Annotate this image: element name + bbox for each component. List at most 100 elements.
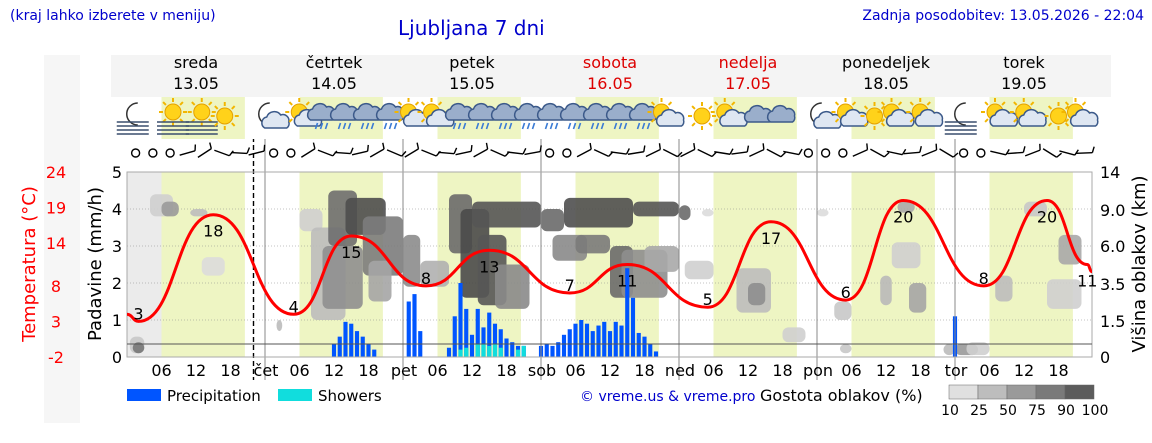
temperature-tick: 8 xyxy=(51,277,61,296)
wind-barb-icon xyxy=(610,148,630,155)
x-hour-tick: 12 xyxy=(1014,361,1034,380)
calm-circle-icon xyxy=(268,148,279,158)
x-day-abbr: tor xyxy=(945,361,968,380)
day-date-5: 18.05 xyxy=(863,74,909,93)
wind-barb-icon xyxy=(351,144,369,156)
x-hour-tick: 18 xyxy=(634,361,654,380)
precip-bar xyxy=(510,342,515,357)
cloud-patch xyxy=(817,209,829,217)
cloud-legend-level: 50 xyxy=(999,403,1017,419)
wind-barb-icon xyxy=(697,148,717,158)
temperature-label: 20 xyxy=(1037,207,1057,226)
x-day-abbr: čet xyxy=(254,361,279,380)
day-name-2: petek xyxy=(449,53,495,72)
wind-barb-icon xyxy=(852,143,869,157)
cloud-patch xyxy=(782,327,806,343)
x-hour-tick: 18 xyxy=(496,361,516,380)
precip-bar xyxy=(653,351,659,357)
temperature-tick: 3 xyxy=(51,312,61,331)
wind-barb-icon xyxy=(990,149,1010,156)
wind-barb-icon xyxy=(386,149,407,157)
calm-circle-icon xyxy=(820,148,831,158)
day-date-1: 14.05 xyxy=(311,74,357,93)
shower-bar xyxy=(481,344,486,357)
wind-barb-icon xyxy=(524,145,542,156)
wind-barb-icon xyxy=(662,148,683,158)
x-hour-tick: 06 xyxy=(979,361,999,380)
cloud-legend-swatch xyxy=(948,384,979,400)
sun-cloud-icon xyxy=(877,98,915,127)
wind-barb-icon xyxy=(317,149,338,157)
precip-bar xyxy=(452,316,457,357)
day-header-band xyxy=(111,55,1111,97)
day-name-3: sobota xyxy=(583,53,637,72)
cloud-patch xyxy=(575,234,610,254)
shower-bar xyxy=(458,349,463,357)
wind-barb-icon xyxy=(921,143,938,157)
x-hour-tick: 18 xyxy=(910,361,930,380)
precip-bar xyxy=(625,268,630,357)
temperature-tick: 24 xyxy=(46,163,66,182)
precip-bar xyxy=(469,334,475,357)
cloud-patch xyxy=(362,216,403,276)
wind-barb-icon xyxy=(1042,148,1062,158)
cloud-patch xyxy=(132,342,145,354)
wind-barb-icon xyxy=(749,143,765,158)
temperature-label: 13 xyxy=(479,257,499,276)
temperature-label: 6 xyxy=(841,283,851,302)
cloud-legend-level: 90 xyxy=(1057,403,1075,419)
precip-bar xyxy=(561,334,567,357)
wind-barb-icon xyxy=(783,148,803,156)
cloud-patch xyxy=(834,301,852,320)
calm-circle-icon xyxy=(165,148,175,158)
cloud-patch xyxy=(644,246,679,272)
sun-cloud-icon xyxy=(981,98,1019,127)
calm-circle-icon xyxy=(976,148,986,158)
calm-circle-icon xyxy=(286,148,296,158)
cloud-patch xyxy=(702,209,714,217)
precip-bar xyxy=(492,323,498,357)
day-name-5: ponedeljek xyxy=(842,53,931,72)
precip-bar xyxy=(550,345,555,357)
wind-barb-icon xyxy=(369,142,385,158)
cloud-legend-level: 75 xyxy=(1028,403,1046,419)
wind-barb-icon xyxy=(1076,146,1095,154)
wind-barb-icon xyxy=(1007,146,1026,155)
precip-bar xyxy=(567,329,572,357)
precip-tick: 0 xyxy=(112,348,122,367)
wind-barb-icon xyxy=(680,143,696,158)
daylight-band xyxy=(713,172,797,357)
wind-barb-icon xyxy=(490,149,510,157)
precip-bar xyxy=(648,344,653,357)
x-day-abbr: sob xyxy=(528,361,556,380)
temperature-label: 5 xyxy=(703,290,713,309)
cloud-legend-swatch xyxy=(1064,384,1095,400)
wind-barb-icon xyxy=(197,142,213,158)
precip-bar xyxy=(579,320,584,357)
precip-bar xyxy=(573,323,578,357)
precip-bar xyxy=(331,344,337,357)
x-hour-tick: 06 xyxy=(289,361,309,380)
precip-bar xyxy=(487,312,492,357)
cloud-legend-level: 25 xyxy=(970,403,988,419)
cloud-patch xyxy=(748,283,766,306)
precip-bar xyxy=(464,308,469,357)
cloud-patch xyxy=(897,201,915,213)
fog-icon xyxy=(157,98,189,135)
temperature-axis-label: Temperatura (°C) xyxy=(19,186,40,343)
sun-cloud-icon xyxy=(1061,98,1099,127)
cloud-patch xyxy=(495,264,530,309)
x-hour-tick: 06 xyxy=(565,361,585,380)
precip-bar xyxy=(613,321,618,357)
precip-bar xyxy=(349,323,354,357)
temperature-label: 7 xyxy=(565,276,575,295)
x-hour-tick: 18 xyxy=(358,361,378,380)
temperature-label: 11 xyxy=(617,272,637,291)
shower-bar xyxy=(475,344,480,357)
precip-tick: 5 xyxy=(112,163,122,182)
precip-axis-label: Padavine (mm/h) xyxy=(85,187,106,341)
temperature-label: 11 xyxy=(1077,272,1097,291)
precip-bar xyxy=(596,325,601,357)
precip-tick: 1 xyxy=(112,311,122,330)
x-hour-tick: 06 xyxy=(427,361,447,380)
